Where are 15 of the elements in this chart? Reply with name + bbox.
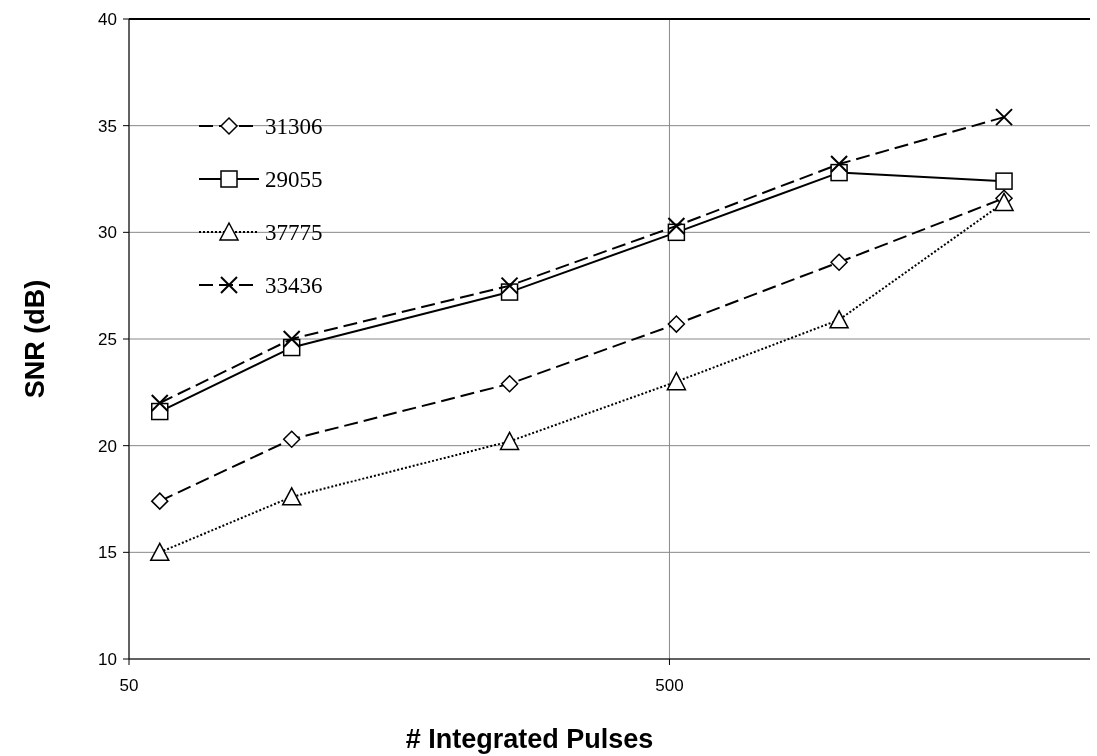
y-tick-label: 40: [98, 9, 117, 29]
y-tick-label: 35: [98, 116, 117, 136]
y-tick-label: 25: [98, 329, 117, 349]
legend-label: 37775: [265, 220, 323, 246]
y-axis-title: SNR (dB): [20, 279, 50, 399]
y-tick-label: 15: [98, 543, 117, 563]
x-tick-label: 50: [119, 676, 139, 695]
y-tick-label: 10: [98, 649, 117, 669]
legend-label: 29055: [265, 167, 323, 193]
legend-label: 33436: [265, 273, 323, 299]
legend-label: 31306: [265, 114, 323, 140]
y-tick-label: 30: [98, 223, 117, 243]
x-axis-title: # Integrated Pulses: [405, 724, 654, 754]
x-tick-label: 500: [655, 676, 684, 695]
y-tick-label: 20: [98, 436, 117, 456]
